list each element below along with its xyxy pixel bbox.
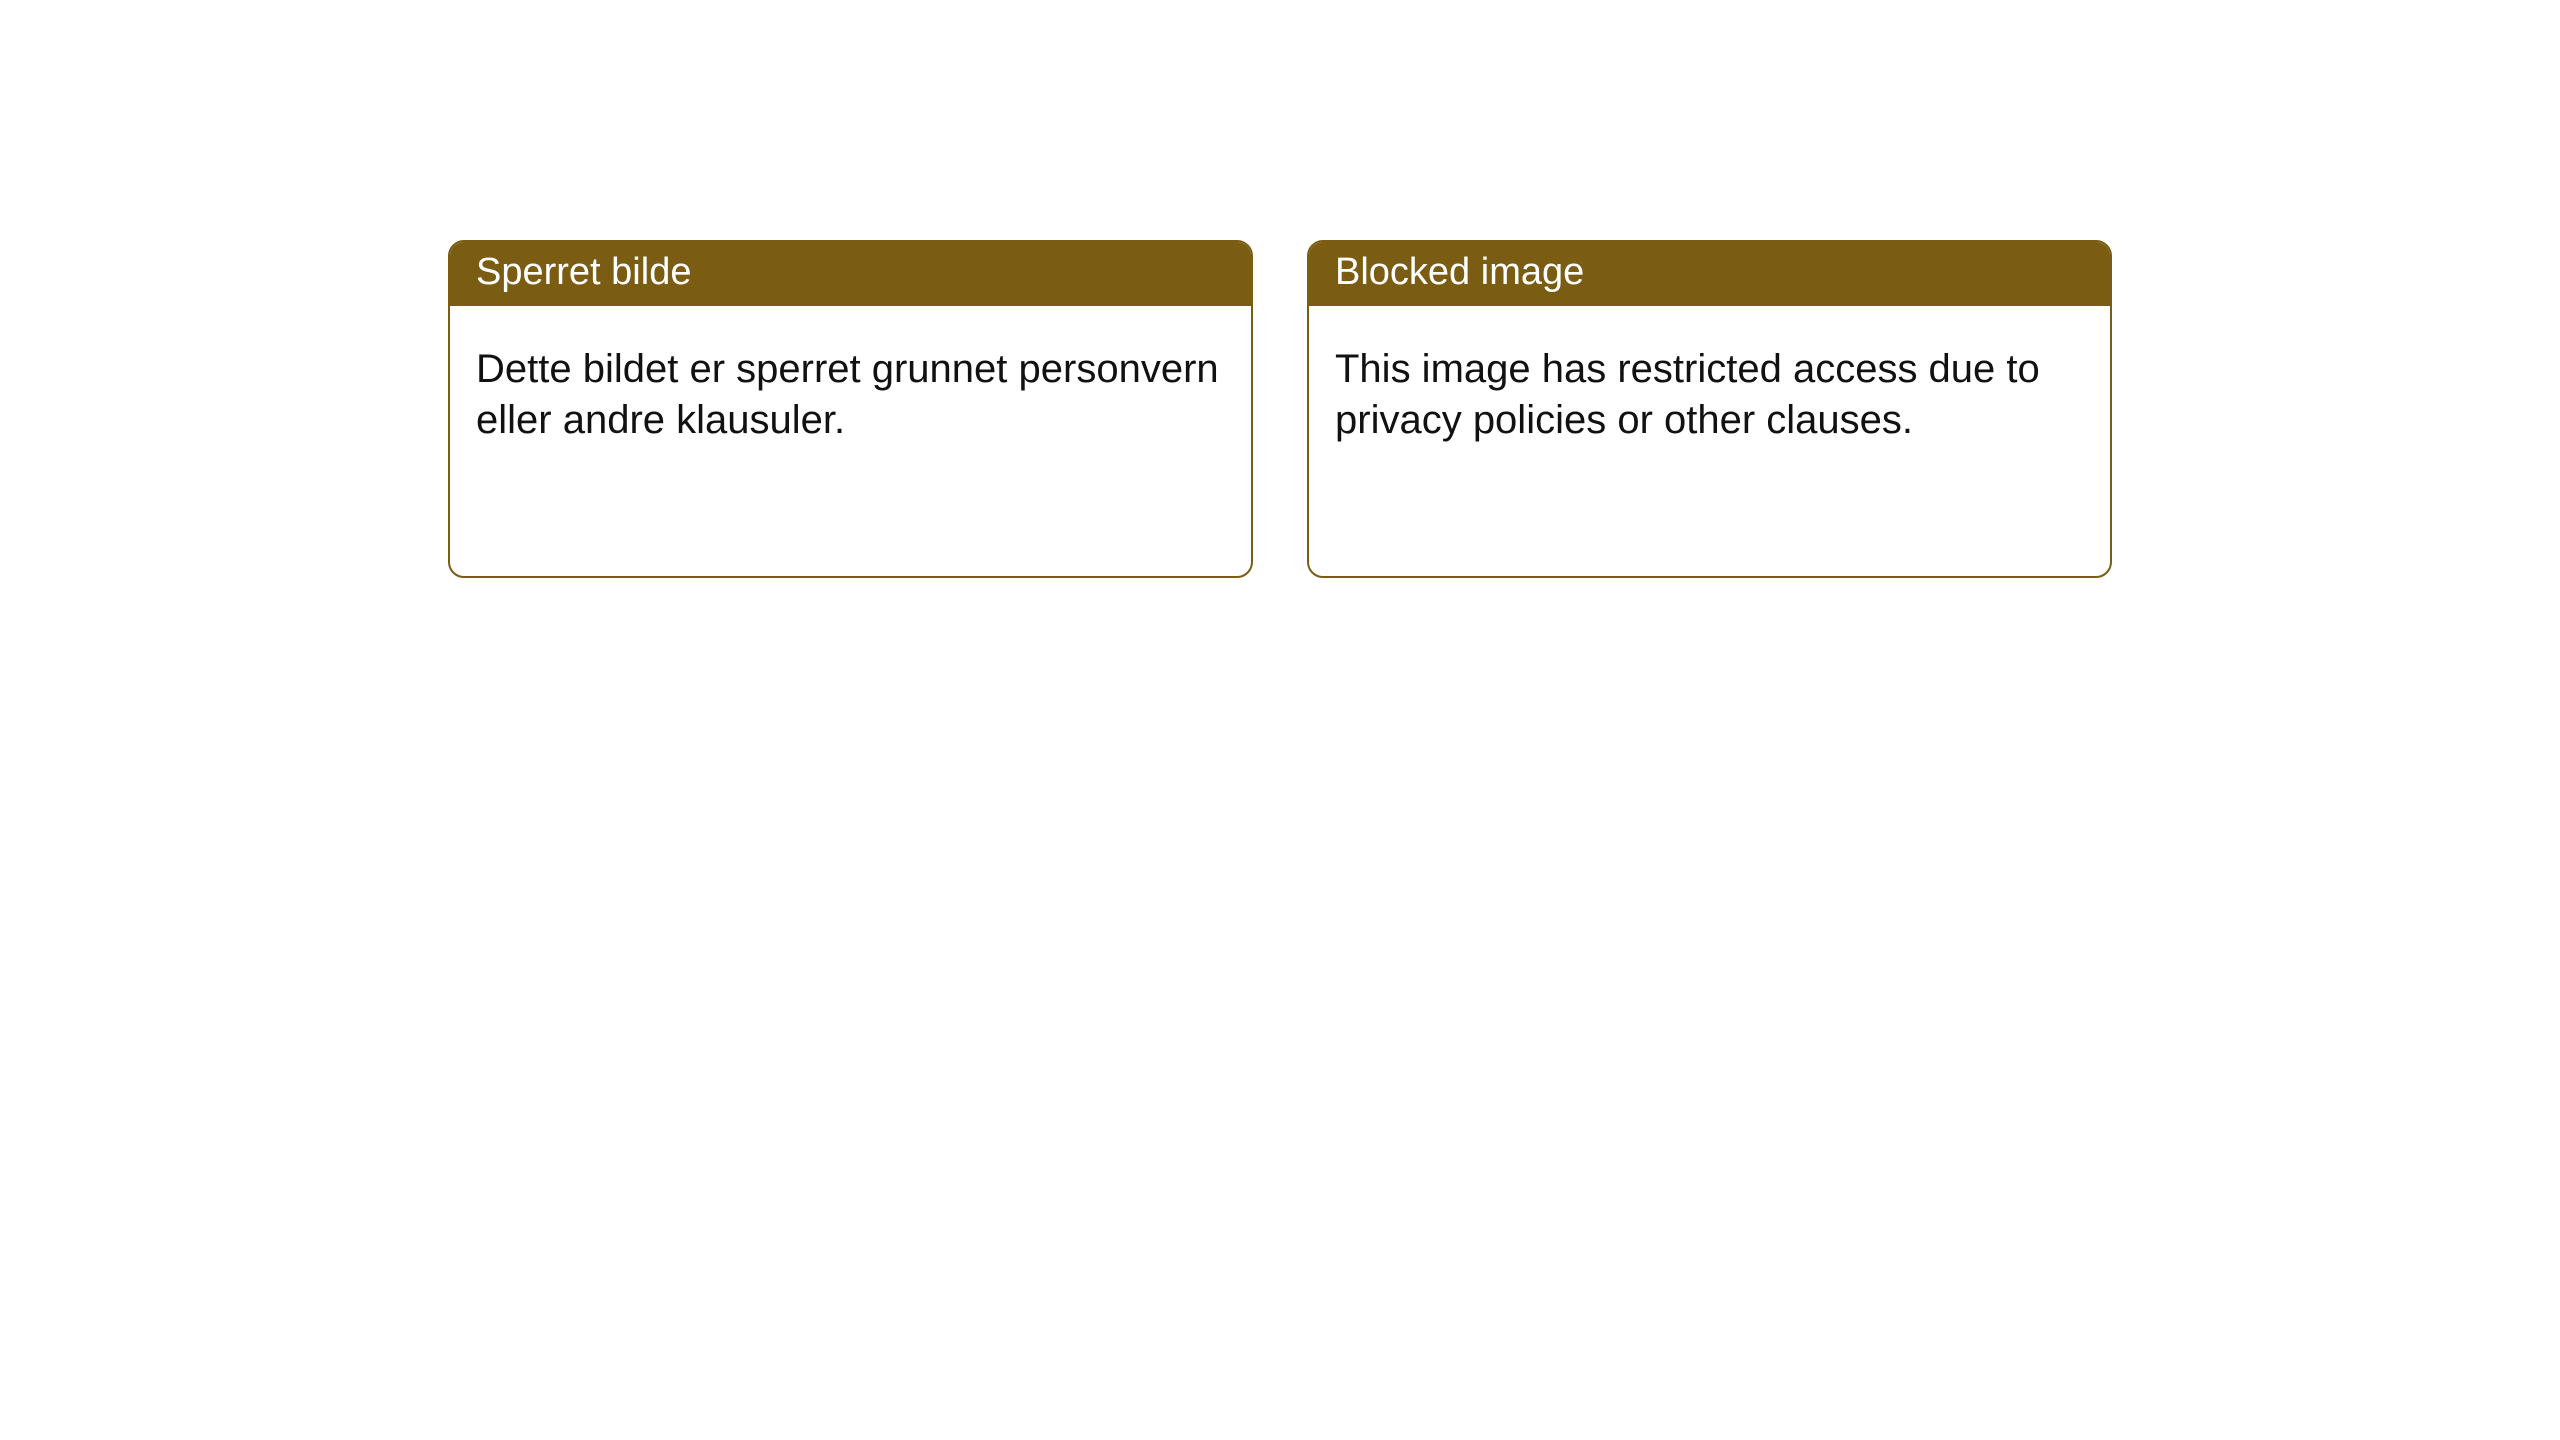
notice-container: Sperret bilde Dette bildet er sperret gr… — [448, 240, 2112, 578]
notice-header-no: Sperret bilde — [450, 242, 1251, 306]
notice-card-en: Blocked image This image has restricted … — [1307, 240, 2112, 578]
notice-card-no: Sperret bilde Dette bildet er sperret gr… — [448, 240, 1253, 578]
notice-body-no: Dette bildet er sperret grunnet personve… — [450, 306, 1251, 576]
notice-header-en: Blocked image — [1309, 242, 2110, 306]
notice-body-en: This image has restricted access due to … — [1309, 306, 2110, 576]
